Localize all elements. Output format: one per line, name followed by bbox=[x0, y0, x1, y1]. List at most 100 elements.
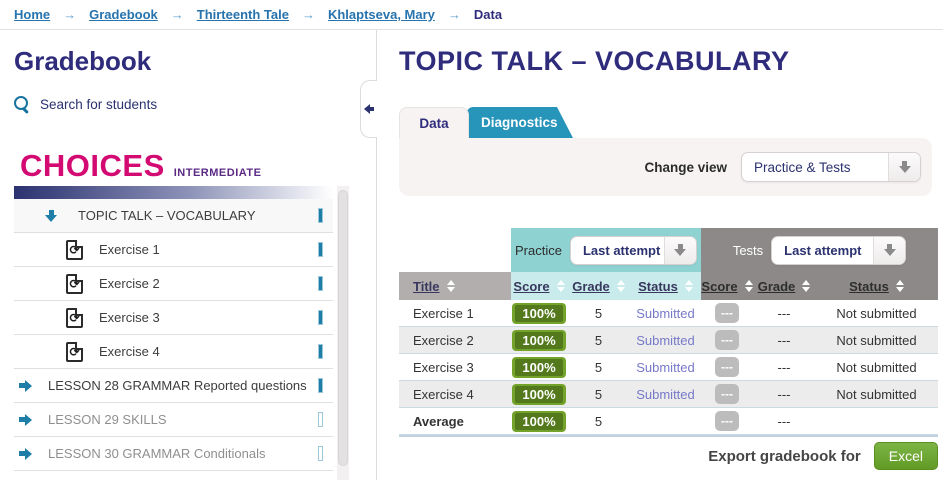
breadcrumb-link-gradebook[interactable]: Gradebook bbox=[89, 7, 158, 22]
tabs: Data Diagnostics bbox=[399, 107, 573, 138]
table-row: Exercise 1 100% 5 Submitted --- --- Not … bbox=[399, 300, 938, 327]
breadcrumb-link-class[interactable]: Thirteenth Tale bbox=[196, 7, 289, 22]
progress-bar-indicator bbox=[318, 344, 323, 359]
breadcrumb-link-student[interactable]: Khlaptseva, Mary bbox=[327, 7, 435, 22]
progress-bar-indicator bbox=[318, 446, 323, 461]
score-badge: 100% bbox=[512, 329, 566, 351]
practice-grade-cell: 5 bbox=[594, 305, 603, 321]
tree-item-exercise-1[interactable]: Exercise 1 bbox=[14, 233, 333, 267]
practice-status-cell: Submitted bbox=[636, 305, 695, 321]
column-header-label[interactable]: Grade bbox=[572, 278, 610, 294]
breadcrumb-separator: → bbox=[447, 7, 461, 22]
column-header-label[interactable]: Grade bbox=[757, 278, 796, 294]
sort-icon[interactable] bbox=[684, 280, 693, 292]
practice-band: Practice Last attempt bbox=[511, 228, 701, 272]
tests-attempt-dropdown[interactable]: Last attempt bbox=[771, 235, 907, 265]
panel-divider bbox=[376, 30, 377, 480]
sidebar-scrollbar-track[interactable] bbox=[337, 186, 349, 480]
progress-bar-indicator bbox=[318, 208, 323, 223]
column-header-title[interactable]: Title bbox=[399, 272, 511, 300]
tree-item-label: Exercise 2 bbox=[99, 276, 160, 291]
search-label: Search for students bbox=[40, 97, 158, 112]
practice-score-cell: 100% bbox=[511, 354, 567, 380]
tree-item-topic-talk-vocabulary[interactable]: TOPIC TALK – VOCABULARY bbox=[14, 199, 333, 233]
practice-grade-cell: 5 bbox=[594, 386, 603, 402]
exercise-doc-icon bbox=[66, 307, 83, 328]
collapse-arrow-icon[interactable] bbox=[45, 209, 57, 222]
tree-item-lesson-29[interactable]: LESSON 29 SKILLS bbox=[14, 403, 333, 437]
score-badge-empty: --- bbox=[715, 384, 739, 404]
practice-score-cell: 100% bbox=[511, 408, 567, 434]
sidebar: Gradebook Search for students CHOICES IN… bbox=[0, 30, 377, 480]
column-header-label[interactable]: Score bbox=[701, 278, 738, 294]
sort-icon[interactable] bbox=[895, 280, 904, 292]
collapse-sidebar-handle[interactable] bbox=[360, 80, 377, 138]
sort-icon[interactable] bbox=[802, 280, 811, 292]
tree-item-exercise-3[interactable]: Exercise 3 bbox=[14, 301, 333, 335]
column-header-tests-score[interactable]: Score bbox=[701, 272, 753, 300]
column-header-practice-status[interactable]: Status bbox=[630, 272, 701, 300]
change-view-value: Practice & Tests bbox=[754, 159, 851, 175]
tree-item-label: Exercise 4 bbox=[99, 344, 160, 359]
practice-status-cell: Submitted bbox=[636, 332, 695, 348]
export-label: Export gradebook for bbox=[708, 447, 861, 465]
expand-arrow-icon[interactable] bbox=[19, 379, 32, 392]
band-spacer bbox=[399, 228, 511, 272]
gradebook-table: Practice Last attempt Tests Last attempt bbox=[399, 228, 938, 437]
expand-arrow-icon[interactable] bbox=[19, 447, 32, 460]
tests-attempt-value: Last attempt bbox=[784, 242, 862, 258]
search-for-students[interactable]: Search for students bbox=[14, 96, 157, 113]
score-badge: 100% bbox=[512, 356, 566, 378]
table-header-row: Title Score Grade Status Score Grade bbox=[399, 272, 938, 300]
score-badge-empty: --- bbox=[715, 357, 739, 377]
sidebar-title: Gradebook bbox=[14, 46, 152, 76]
column-header-practice-score[interactable]: Score bbox=[511, 272, 567, 300]
score-badge-empty: --- bbox=[715, 411, 739, 431]
tests-grade-cell: --- bbox=[777, 359, 791, 375]
tree-item-exercise-2[interactable]: Exercise 2 bbox=[14, 267, 333, 301]
column-header-practice-grade[interactable]: Grade bbox=[567, 272, 630, 300]
table-row: Exercise 2 100% 5 Submitted --- --- Not … bbox=[399, 327, 938, 354]
page-title: TOPIC TALK – VOCABULARY bbox=[399, 46, 790, 76]
column-header-label[interactable]: Score bbox=[513, 278, 550, 294]
practice-score-cell: 100% bbox=[511, 381, 567, 407]
dropdown-arrow-icon[interactable] bbox=[873, 236, 906, 264]
tree-item-lesson-28[interactable]: LESSON 28 GRAMMAR Reported questions bbox=[14, 369, 333, 403]
practice-score-cell: 100% bbox=[511, 300, 567, 326]
practice-grade-cell: 5 bbox=[594, 359, 603, 375]
column-header-label[interactable]: Title bbox=[413, 278, 440, 294]
tree-item-lesson-30[interactable]: LESSON 30 GRAMMAR Conditionals bbox=[14, 437, 333, 471]
tests-score-cell: --- bbox=[701, 300, 753, 326]
table-row-average: Average 100% 5 --- --- bbox=[399, 408, 938, 435]
tests-score-cell: --- bbox=[701, 354, 753, 380]
export-excel-button[interactable]: Excel bbox=[873, 442, 938, 470]
tab-diagnostics[interactable]: Diagnostics bbox=[467, 107, 573, 138]
dropdown-arrow-icon[interactable] bbox=[888, 153, 920, 181]
table-row: Exercise 3 100% 5 Submitted --- --- Not … bbox=[399, 354, 938, 381]
score-badge: 100% bbox=[512, 410, 566, 432]
progress-bar-indicator bbox=[318, 310, 323, 325]
expand-arrow-icon[interactable] bbox=[19, 413, 32, 426]
tab-data[interactable]: Data bbox=[399, 107, 469, 138]
tree-item-label: TOPIC TALK – VOCABULARY bbox=[78, 208, 256, 223]
tree-item-label: LESSON 30 GRAMMAR Conditionals bbox=[48, 446, 266, 461]
tests-score-cell: --- bbox=[701, 327, 753, 353]
progress-bar-indicator bbox=[318, 276, 323, 291]
sort-icon[interactable] bbox=[556, 280, 565, 292]
practice-status-cell bbox=[630, 408, 701, 434]
column-header-tests-status[interactable]: Status bbox=[815, 272, 938, 300]
change-view-dropdown[interactable]: Practice & Tests bbox=[741, 152, 921, 182]
practice-grade-cell: 5 bbox=[594, 332, 603, 348]
sidebar-scrollbar-thumb[interactable] bbox=[338, 190, 348, 466]
practice-attempt-dropdown[interactable]: Last attempt bbox=[569, 235, 697, 265]
dropdown-arrow-icon[interactable] bbox=[663, 236, 696, 264]
tree-item-exercise-4[interactable]: Exercise 4 bbox=[14, 335, 333, 369]
sort-icon[interactable] bbox=[744, 280, 753, 292]
sort-icon[interactable] bbox=[616, 280, 625, 292]
column-header-tests-grade[interactable]: Grade bbox=[753, 272, 815, 300]
column-header-label[interactable]: Status bbox=[849, 278, 889, 294]
column-header-label[interactable]: Status bbox=[638, 278, 678, 294]
breadcrumb-link-home[interactable]: Home bbox=[14, 7, 51, 22]
sort-icon[interactable] bbox=[446, 280, 455, 292]
practice-label: Practice bbox=[515, 242, 562, 258]
